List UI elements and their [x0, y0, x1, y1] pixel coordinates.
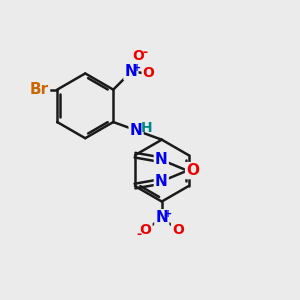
Text: N: N [155, 152, 168, 167]
Text: N: N [155, 174, 168, 189]
Text: O: O [186, 163, 199, 178]
Text: -: - [136, 228, 142, 241]
Text: N: N [155, 210, 168, 225]
Text: N: N [124, 64, 137, 80]
Text: -: - [142, 46, 147, 59]
Text: O: O [172, 223, 184, 237]
Text: +: + [164, 209, 172, 219]
Text: O: O [140, 223, 152, 237]
Text: Br: Br [30, 82, 49, 97]
Text: +: + [134, 63, 142, 73]
Text: H: H [141, 121, 153, 135]
Text: N: N [130, 123, 142, 138]
Text: O: O [132, 49, 144, 63]
Text: O: O [143, 66, 154, 80]
